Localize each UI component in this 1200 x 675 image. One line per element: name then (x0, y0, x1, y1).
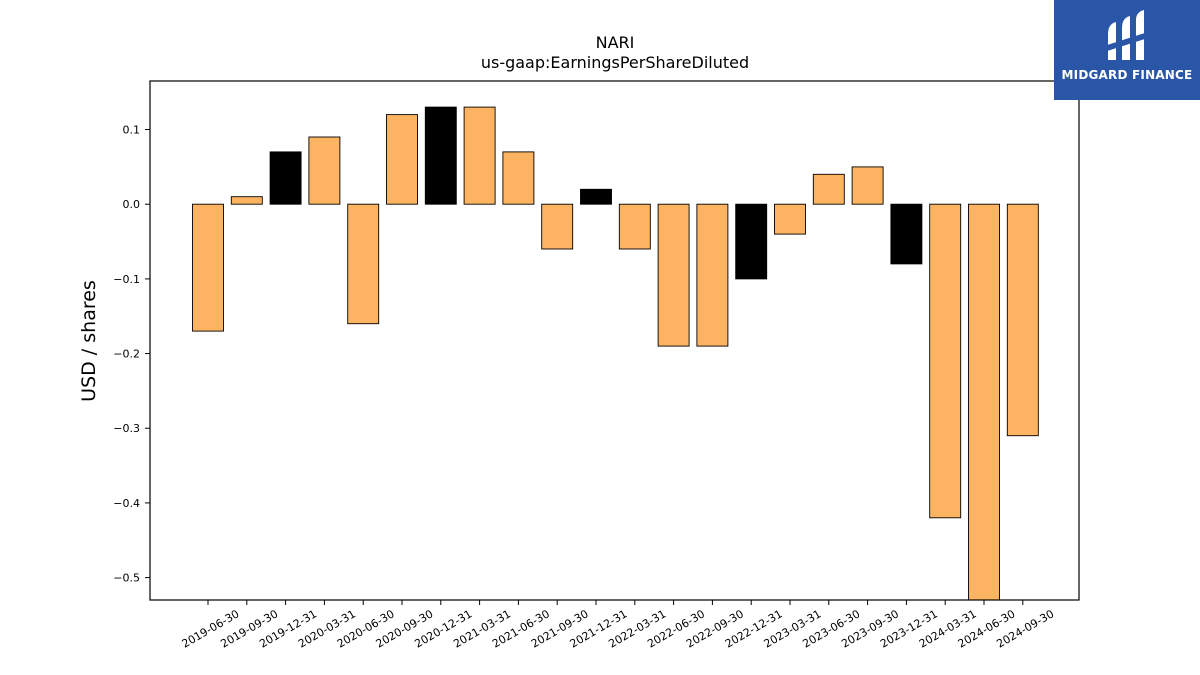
bar-2021-03-31 (463, 106, 496, 205)
chart-title: NARI (596, 33, 635, 52)
y-tick-label: −0.2 (113, 348, 140, 361)
bar-2023-03-31 (774, 203, 806, 235)
brand-name: MIDGARD FINANCE (1061, 68, 1193, 82)
bar-2020-09-30 (386, 114, 418, 205)
bar-2024-06-30 (968, 203, 1000, 601)
plot-frame (149, 80, 1080, 601)
y-tick-label: 0.1 (123, 124, 141, 137)
bar-2024-09-30 (1006, 203, 1039, 437)
bar-2019-06-30 (192, 203, 224, 332)
bar-2019-12-31 (269, 151, 302, 205)
bar-2022-03-31 (618, 203, 651, 250)
chart-subtitle: us-gaap:EarningsPerShareDiluted (481, 53, 749, 72)
bar-2022-09-30 (696, 203, 729, 347)
brand-logo: MIDGARD FINANCE (1054, 0, 1200, 100)
y-tick-label: −0.5 (113, 572, 140, 585)
y-tick-label: −0.3 (113, 422, 140, 435)
bar-2023-12-31 (890, 203, 923, 265)
y-axis-label: USD / shares (78, 280, 100, 402)
midgard-logo-icon (1104, 10, 1148, 60)
bars-group (192, 106, 1039, 601)
bar-2022-06-30 (657, 203, 690, 347)
bar-2020-06-30 (347, 203, 380, 325)
bar-2021-06-30 (502, 151, 535, 205)
y-tick-label: −0.1 (113, 273, 140, 286)
y-axis-ticks: 0.1 0.0 −0.1 −0.2 −0.3 −0.4 −0.5 (113, 124, 150, 585)
bar-2023-09-30 (851, 166, 884, 205)
bar-2022-12-31 (735, 203, 768, 280)
y-tick-label: −0.4 (113, 497, 140, 510)
bar-2020-12-31 (424, 106, 457, 205)
x-axis-ticks: 2019-06-302019-09-302019-12-312020-03-31… (180, 600, 1056, 651)
bar-2021-12-31 (580, 188, 612, 205)
y-tick-label: 0.0 (123, 198, 141, 211)
bar-2019-09-30 (230, 196, 263, 205)
bar-2024-03-31 (929, 203, 962, 519)
bar-2020-03-31 (308, 136, 341, 205)
bar-2021-09-30 (541, 203, 574, 250)
bar-2023-06-30 (812, 173, 845, 205)
